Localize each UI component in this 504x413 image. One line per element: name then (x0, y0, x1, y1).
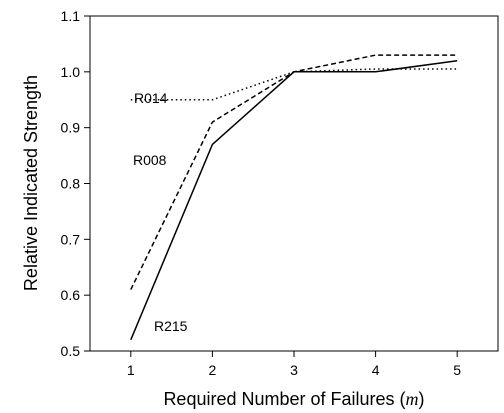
y-tick-label: 0.5 (61, 343, 81, 359)
series-line-r215 (130, 59, 458, 341)
x-tick-label: 1 (127, 362, 135, 378)
series-line-r014 (130, 68, 458, 101)
plot-frame (89, 15, 499, 352)
x-axis: 1 2 3 4 5 (127, 351, 461, 378)
series-label-r008: R008 (133, 152, 167, 168)
y-tick-label: 0.8 (61, 176, 81, 192)
x-tick-label: 4 (372, 362, 380, 378)
y-axis-title: Relative Indicated Strength (21, 75, 41, 291)
y-tick-label: 1.0 (61, 64, 81, 80)
y-tick-label: 0.7 (61, 231, 81, 247)
y-axis: 0.5 0.6 0.7 0.8 0.9 1.0 1.1 (61, 8, 90, 359)
x-axis-title: Required Number of Failures (m) (163, 389, 424, 409)
x-tick-label: 5 (453, 362, 461, 378)
x-tick-label: 3 (290, 362, 298, 378)
series-label-r014: R014 (134, 90, 168, 106)
y-tick-label: 0.6 (61, 287, 81, 303)
series-lines (130, 54, 458, 341)
y-tick-label: 1.1 (61, 8, 81, 24)
series-line-r008 (130, 54, 458, 290)
y-tick-label: 0.9 (61, 120, 81, 136)
x-tick-label: 2 (209, 362, 217, 378)
series-label-r215: R215 (154, 318, 188, 334)
